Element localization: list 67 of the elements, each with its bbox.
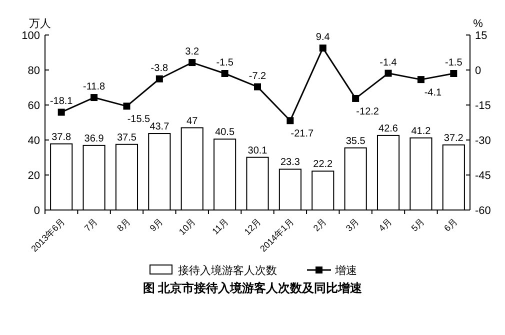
point <box>123 102 130 110</box>
x-tick-label: 12月 <box>242 216 263 237</box>
x-tick-label: 11月 <box>210 216 230 236</box>
data-label: -1.5 <box>216 58 234 68</box>
point <box>58 108 65 116</box>
data-label: 30.1 <box>248 145 268 156</box>
y-axis-title: 万人 <box>29 18 51 30</box>
data-label: -12.2 <box>356 106 380 118</box>
data-label: 43.7 <box>150 122 170 133</box>
data-label: 47 <box>186 116 198 127</box>
x-tick-label: 5月 <box>409 216 426 234</box>
legend-label: 增速 <box>334 264 357 277</box>
y-tick-label: 20 <box>28 170 40 182</box>
y2-tick-label: -60 <box>475 205 491 217</box>
data-label: 42.6 <box>378 123 398 134</box>
data-label: -1.5 <box>445 58 463 68</box>
x-tick-label: 8月 <box>115 216 132 234</box>
point <box>417 76 424 84</box>
y2-tick-label: -15 <box>475 100 491 112</box>
point <box>90 94 98 102</box>
y2-tick-label: -45 <box>475 170 491 182</box>
y2-tick-label: 0 <box>475 65 482 77</box>
data-label: 37.2 <box>444 132 464 144</box>
data-label: 9.4 <box>316 32 330 44</box>
data-label: 41.2 <box>411 126 432 137</box>
y2-axis-title: % <box>473 18 484 30</box>
x-tick-label: 3月 <box>344 216 361 234</box>
x-tick-label: 2月 <box>311 216 328 234</box>
data-label: -15.5 <box>127 114 151 126</box>
text: 图 北京市接待入境游客人次数及同比增速 <box>142 281 364 295</box>
data-label: 40.5 <box>215 127 235 138</box>
y-tick-label: 40 <box>28 135 40 147</box>
y-tick-label: 100 <box>22 30 40 42</box>
x-tick-label: 7月 <box>82 216 100 234</box>
x-tick-label: 9月 <box>148 216 165 234</box>
data-label: -7.2 <box>248 70 267 82</box>
point <box>221 70 228 77</box>
data-label: 3.2 <box>185 46 200 58</box>
x-tick-label: 6月 <box>442 216 460 234</box>
data-label: -4.1 <box>424 88 442 99</box>
x-tick-label: 10月 <box>177 216 198 237</box>
x-tick-label: 4月 <box>376 216 394 234</box>
point <box>188 59 196 66</box>
point <box>384 70 392 77</box>
y2-tick-label: -30 <box>475 135 491 147</box>
point <box>450 70 458 77</box>
data-label: 37.8 <box>52 132 72 143</box>
data-label: -1.4 <box>380 57 398 68</box>
y-tick-label: 60 <box>28 100 40 112</box>
data-label: 22.2 <box>313 159 334 170</box>
data-label: 23.3 <box>280 157 300 168</box>
y-tick-label: 80 <box>28 65 40 77</box>
data-label: 36.9 <box>84 133 104 144</box>
legend-label: 接待入境游客人次数 <box>178 264 277 277</box>
y2-tick-label: 15 <box>475 30 488 42</box>
data-label: 37.5 <box>116 132 137 144</box>
point <box>156 75 163 82</box>
point <box>286 117 294 124</box>
data-label: 35.5 <box>346 136 366 147</box>
point <box>319 44 326 52</box>
data-label: -3.8 <box>150 62 168 74</box>
data-label: -21.7 <box>290 128 314 140</box>
y-tick-label: 0 <box>34 205 40 217</box>
data-label: -11.8 <box>83 82 106 93</box>
point <box>254 83 261 90</box>
data-label: -18.1 <box>50 96 74 108</box>
point <box>352 94 360 102</box>
